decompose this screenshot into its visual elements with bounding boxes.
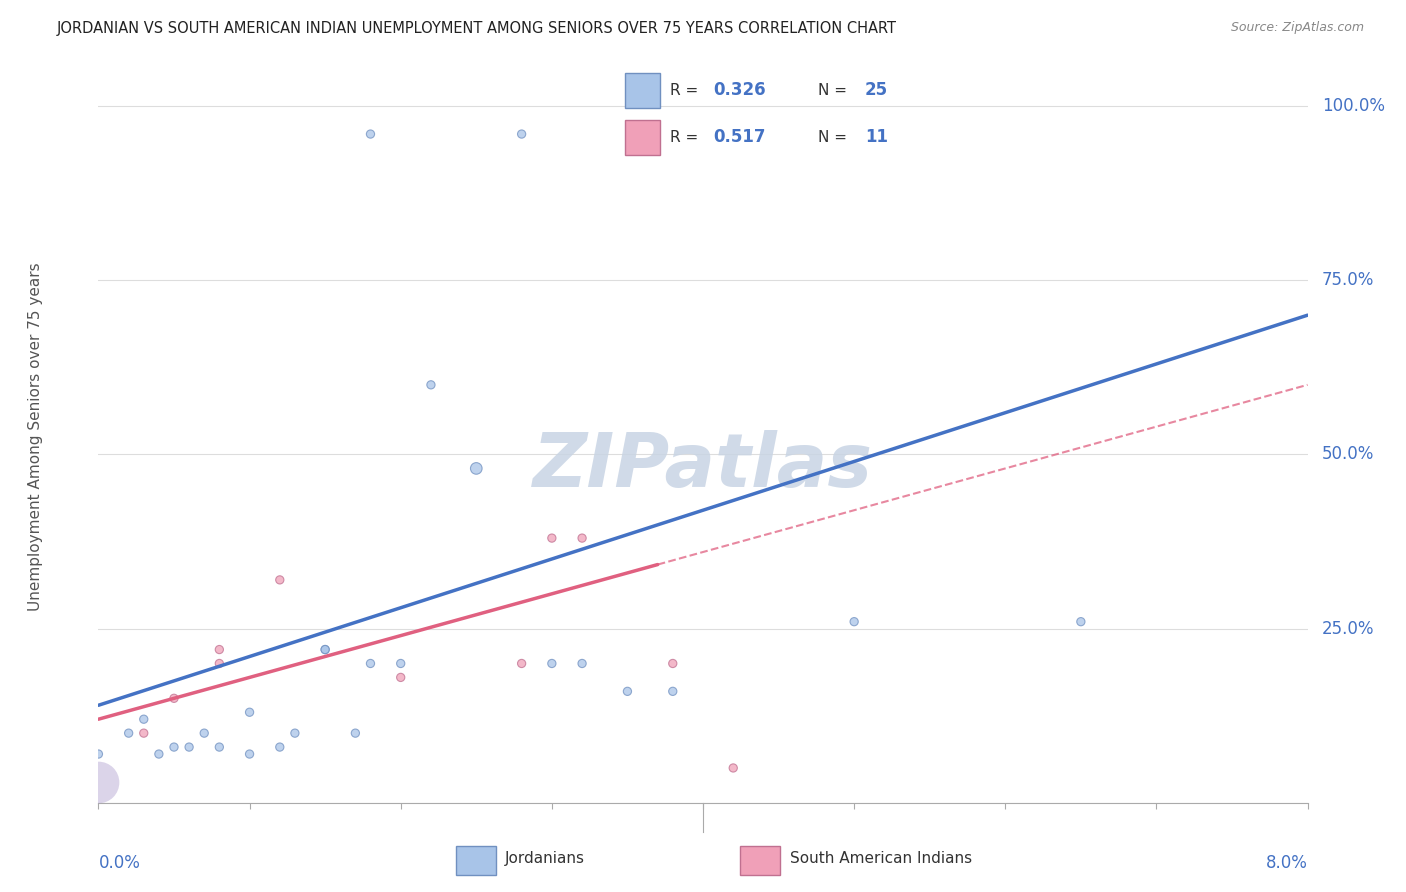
Point (540, 531, 562, 545)
Text: 0.326: 0.326 (713, 81, 766, 99)
Text: Unemployment Among Seniors over 75 years: Unemployment Among Seniors over 75 years (28, 263, 44, 611)
Point (87, 775, 110, 789)
Point (844, 615, 866, 629)
Point (419, 377, 441, 392)
Point (359, 127, 381, 141)
Text: N =: N = (818, 130, 852, 145)
Text: R =: R = (671, 130, 703, 145)
Bar (626, 73, 659, 108)
Point (723, 761, 745, 775)
Text: 25.0%: 25.0% (1322, 620, 1375, 638)
Point (208, 657, 231, 671)
Point (661, 657, 683, 671)
Point (314, 642, 336, 657)
Point (179, 740, 201, 755)
Point (208, 642, 231, 657)
Point (239, 747, 262, 761)
Point (87, 747, 110, 761)
Point (571, 531, 593, 545)
Point (616, 684, 638, 698)
Point (510, 127, 533, 141)
Text: 25: 25 (865, 81, 889, 99)
Point (193, 726, 215, 740)
Point (208, 740, 231, 755)
Bar (456, 846, 496, 874)
Text: N =: N = (818, 83, 852, 97)
Text: 0.517: 0.517 (713, 128, 766, 146)
Point (344, 726, 367, 740)
Point (269, 573, 291, 587)
Point (389, 670, 412, 684)
Point (163, 691, 186, 706)
Point (284, 726, 307, 740)
Point (1070, 615, 1092, 629)
Text: Jordanians: Jordanians (505, 852, 585, 866)
Text: South American Indians: South American Indians (790, 852, 972, 866)
Text: 75.0%: 75.0% (1322, 271, 1375, 289)
Bar (626, 120, 659, 155)
Text: 50.0%: 50.0% (1322, 445, 1375, 464)
Point (661, 684, 683, 698)
Bar (740, 846, 780, 874)
Point (132, 712, 155, 726)
Point (571, 657, 593, 671)
Text: 100.0%: 100.0% (1322, 97, 1385, 115)
Point (465, 461, 488, 475)
Point (359, 657, 381, 671)
Point (540, 657, 562, 671)
Point (314, 642, 336, 657)
Text: R =: R = (671, 83, 703, 97)
Point (148, 747, 170, 761)
Text: Source: ZipAtlas.com: Source: ZipAtlas.com (1230, 21, 1364, 34)
Point (163, 740, 186, 755)
Text: JORDANIAN VS SOUTH AMERICAN INDIAN UNEMPLOYMENT AMONG SENIORS OVER 75 YEARS CORR: JORDANIAN VS SOUTH AMERICAN INDIAN UNEMP… (56, 21, 896, 36)
Point (239, 705, 262, 719)
Text: 11: 11 (865, 128, 887, 146)
Point (269, 740, 291, 755)
Text: 0.0%: 0.0% (98, 854, 141, 872)
Point (389, 657, 412, 671)
Point (118, 726, 141, 740)
Point (132, 726, 155, 740)
Text: 8.0%: 8.0% (1265, 854, 1308, 872)
Point (510, 657, 533, 671)
Text: ZIPatlas: ZIPatlas (533, 430, 873, 503)
